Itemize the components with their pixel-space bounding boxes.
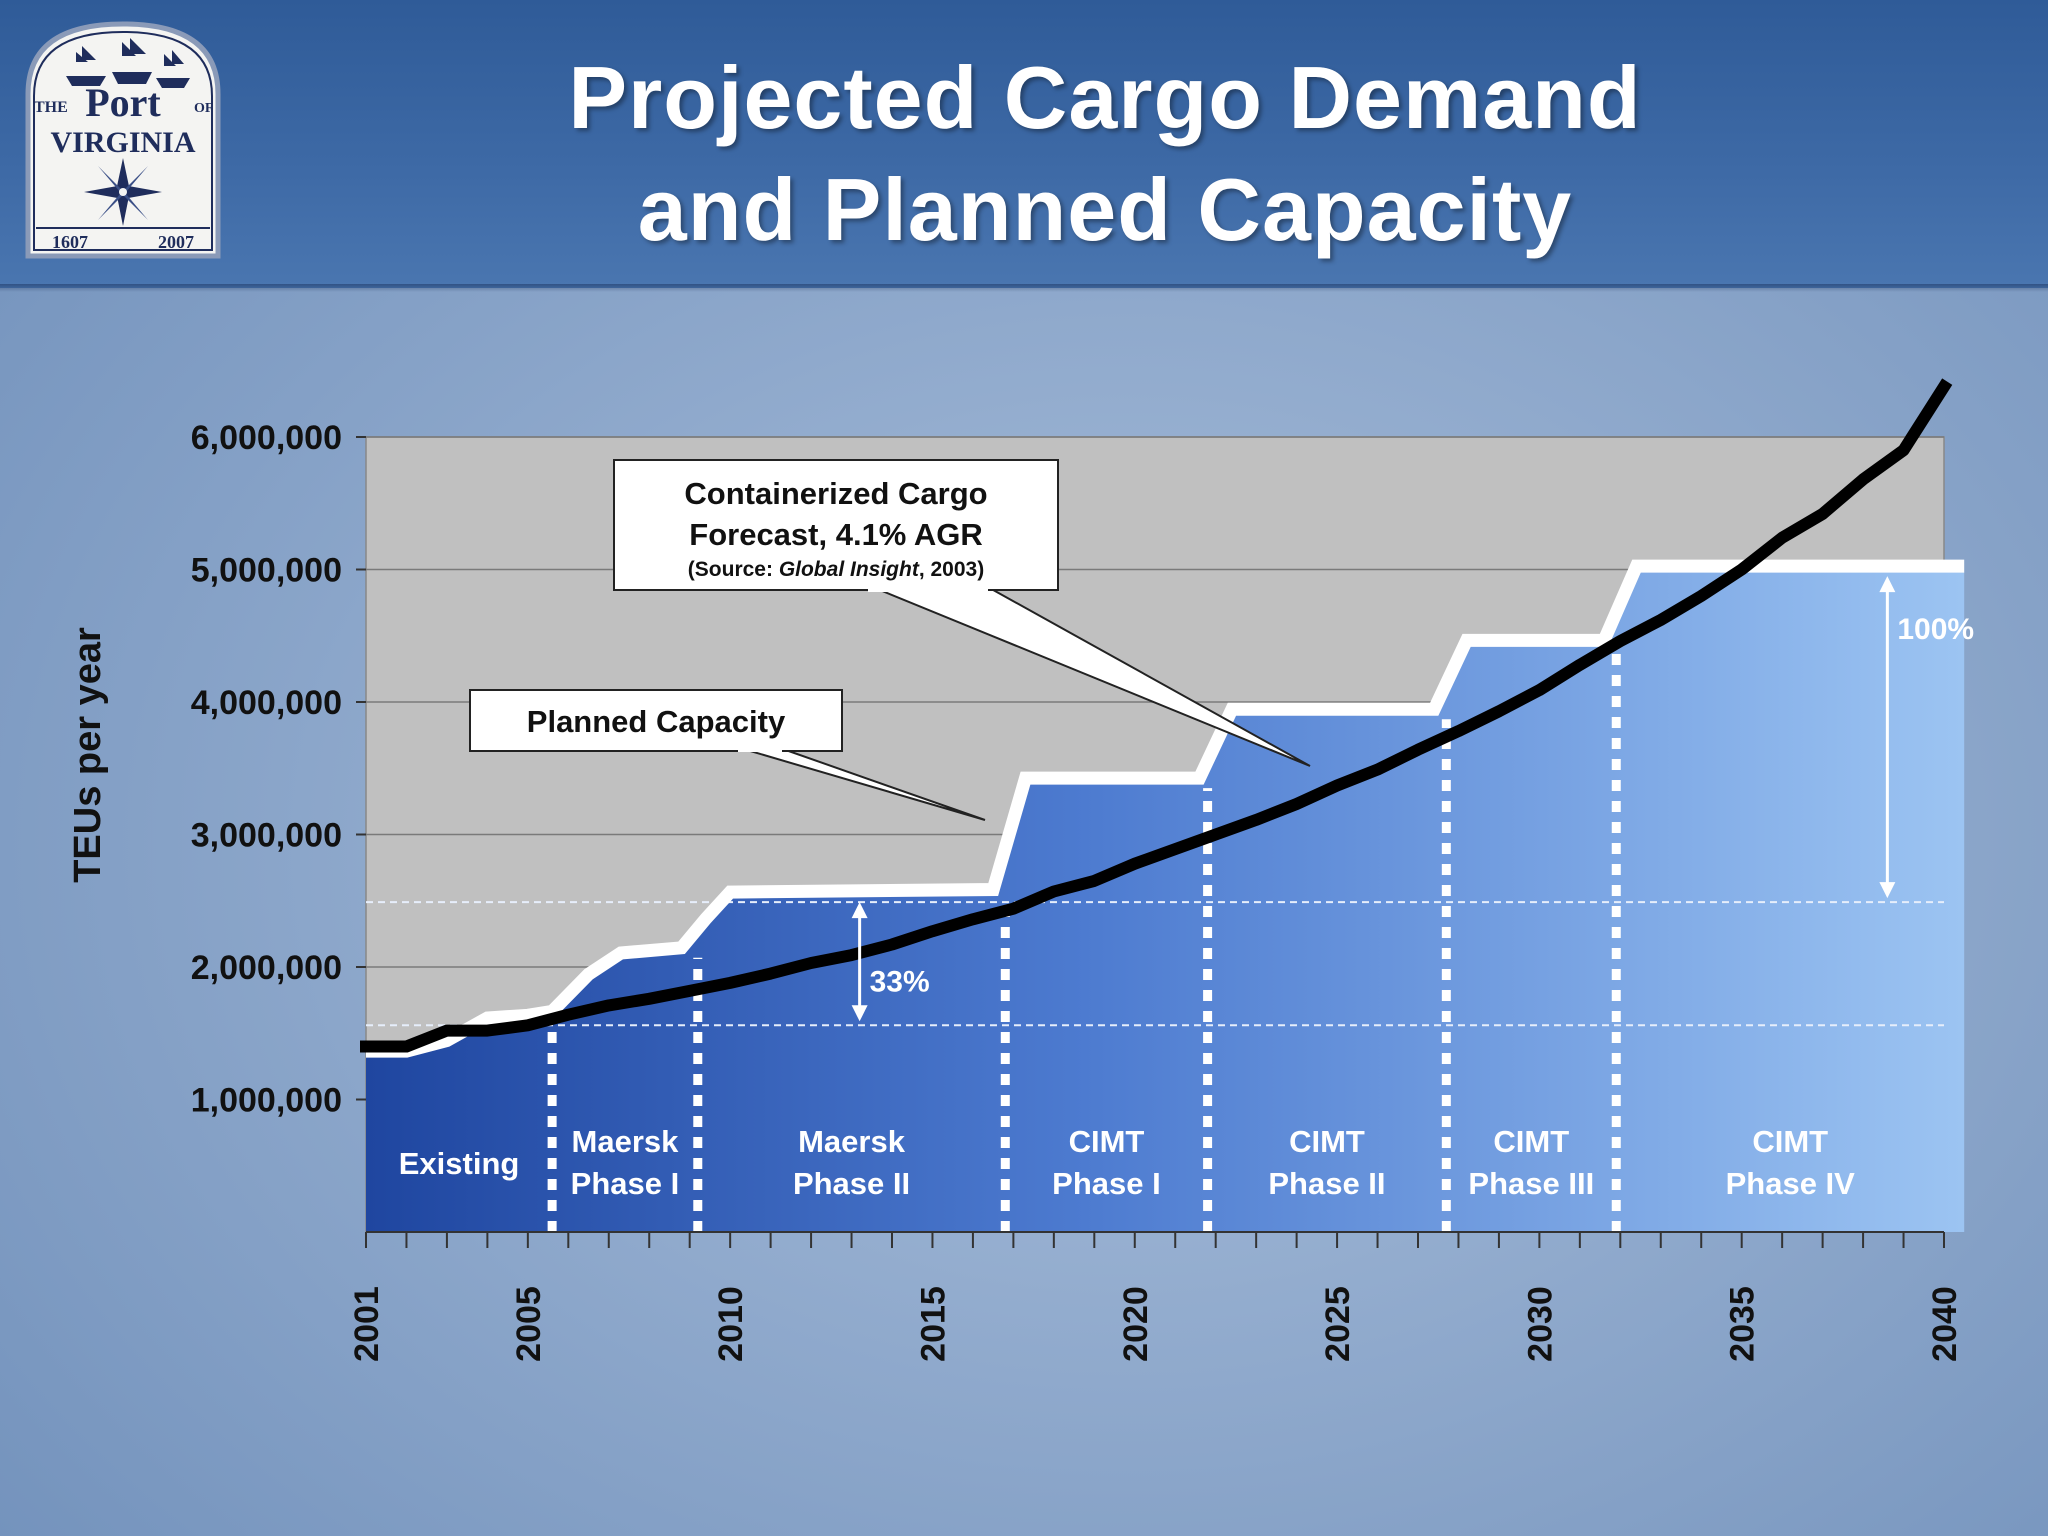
growth-percent-label: 100% <box>1897 613 1974 646</box>
x-tick-label: 2040 <box>1926 1286 1964 1362</box>
growth-arrow-head-up <box>851 902 868 919</box>
growth-percent-label: 33% <box>870 966 930 999</box>
source-suffix: , 2003) <box>919 558 984 581</box>
callout-cargo-forecast: Containerized Cargo Forecast, 4.1% AGR (… <box>613 459 1311 767</box>
x-tick-label: 2025 <box>1319 1286 1357 1362</box>
port-of-virginia-logo: THE Port OF VIRGINIA 1607 2007 <box>25 21 221 259</box>
logo-suffix: OF <box>194 101 213 116</box>
y-axis-label: TEUs per year <box>67 627 109 883</box>
cargo-forecast-line <box>360 378 1953 1053</box>
x-tick-label: 2015 <box>914 1286 952 1362</box>
title-line-2: and Planned Capacity <box>637 160 1573 259</box>
phase-label: Phase IV <box>1726 1166 1856 1201</box>
phase-label: Existing <box>399 1146 520 1181</box>
y-tick-label: 6,000,000 <box>191 419 342 457</box>
logo-year-left: 1607 <box>52 232 88 252</box>
planned-capacity-area <box>366 572 1965 1232</box>
y-tick-label: 3,000,000 <box>191 817 342 855</box>
x-tick-label: 2020 <box>1117 1286 1155 1362</box>
phase-label: CIMT <box>1493 1124 1569 1159</box>
growth-arrow-head-down <box>1879 882 1896 899</box>
y-tick-label: 4,000,000 <box>191 684 342 722</box>
compass-rose-icon <box>84 158 162 226</box>
phase-label: Maersk <box>798 1124 906 1159</box>
logo-prefix: THE <box>34 99 68 116</box>
phase-label: Phase II <box>793 1166 910 1201</box>
phase-label: Phase I <box>571 1166 680 1201</box>
growth-arrow-head-up <box>1879 576 1896 593</box>
callout-forecast-source: (Source: Global Insight, 2003) <box>688 558 984 581</box>
logo-name: Port <box>85 80 161 125</box>
phase-label: Phase I <box>1052 1166 1161 1201</box>
y-tick-label: 5,000,000 <box>191 552 342 590</box>
slide-header <box>0 0 2048 288</box>
phase-label: CIMT <box>1069 1124 1145 1159</box>
callout-forecast-line-2: Forecast, 4.1% AGR <box>689 517 982 552</box>
growth-arrow-head-down <box>851 1005 868 1022</box>
header-shadow <box>0 284 2048 292</box>
callout-planned-capacity-text: Planned Capacity <box>527 704 786 739</box>
x-tick-label: 2005 <box>510 1286 548 1362</box>
ships-icon <box>66 38 190 88</box>
phase-label: CIMT <box>1752 1124 1828 1159</box>
x-tick-label: 2010 <box>712 1286 750 1362</box>
logo-year-right: 2007 <box>158 232 194 252</box>
slide-title: Projected Cargo Demand and Planned Capac… <box>330 42 1880 266</box>
callout-forecast-line-1: Containerized Cargo <box>684 476 987 511</box>
y-tick-label: 2,000,000 <box>191 949 342 987</box>
x-tick-label: 2001 <box>348 1286 386 1362</box>
phase-label: Phase III <box>1468 1166 1594 1201</box>
x-tick-label: 2030 <box>1521 1286 1559 1362</box>
logo-state: VIRGINIA <box>50 126 195 159</box>
x-tick-label: 2035 <box>1724 1286 1762 1362</box>
source-prefix: (Source: <box>688 558 779 581</box>
phase-label: Maersk <box>572 1124 680 1159</box>
title-line-1: Projected Cargo Demand <box>568 48 1642 147</box>
phase-label: CIMT <box>1289 1124 1365 1159</box>
source-name: Global Insight <box>779 558 920 581</box>
y-tick-label: 1,000,000 <box>191 1082 342 1120</box>
phase-label: Phase II <box>1268 1166 1385 1201</box>
callout-planned-capacity: Planned Capacity <box>469 689 986 821</box>
planned-capacity-outline <box>366 559 1965 1058</box>
